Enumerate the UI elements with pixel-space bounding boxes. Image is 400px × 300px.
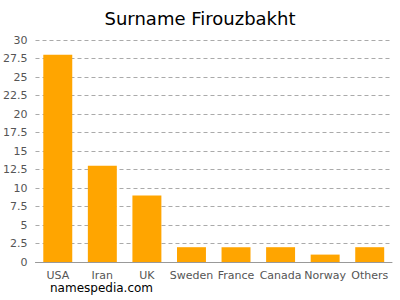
svg-text:UK: UK <box>139 269 155 282</box>
svg-text:15: 15 <box>13 145 27 158</box>
svg-text:30: 30 <box>13 34 27 47</box>
svg-text:7.5: 7.5 <box>10 200 28 213</box>
svg-text:20: 20 <box>13 108 27 121</box>
svg-text:27.5: 27.5 <box>3 52 28 65</box>
svg-text:Norway: Norway <box>304 269 346 282</box>
svg-text:Iran: Iran <box>92 269 114 282</box>
svg-text:5: 5 <box>20 219 27 232</box>
svg-text:0: 0 <box>20 256 27 269</box>
svg-text:Sweden: Sweden <box>170 269 213 282</box>
svg-text:Others: Others <box>351 269 388 282</box>
svg-text:22.5: 22.5 <box>3 89 28 102</box>
svg-text:USA: USA <box>46 269 69 282</box>
svg-text:Surname Firouzbakht: Surname Firouzbakht <box>105 8 296 29</box>
svg-text:2.5: 2.5 <box>10 237 28 250</box>
svg-text:12.5: 12.5 <box>3 163 28 176</box>
svg-text:France: France <box>218 269 255 282</box>
svg-text:Canada: Canada <box>260 269 302 282</box>
svg-text:25: 25 <box>13 71 27 84</box>
svg-text:10: 10 <box>13 182 27 195</box>
svg-text:17.5: 17.5 <box>3 126 28 139</box>
svg-text:namespedia.com: namespedia.com <box>50 281 153 295</box>
